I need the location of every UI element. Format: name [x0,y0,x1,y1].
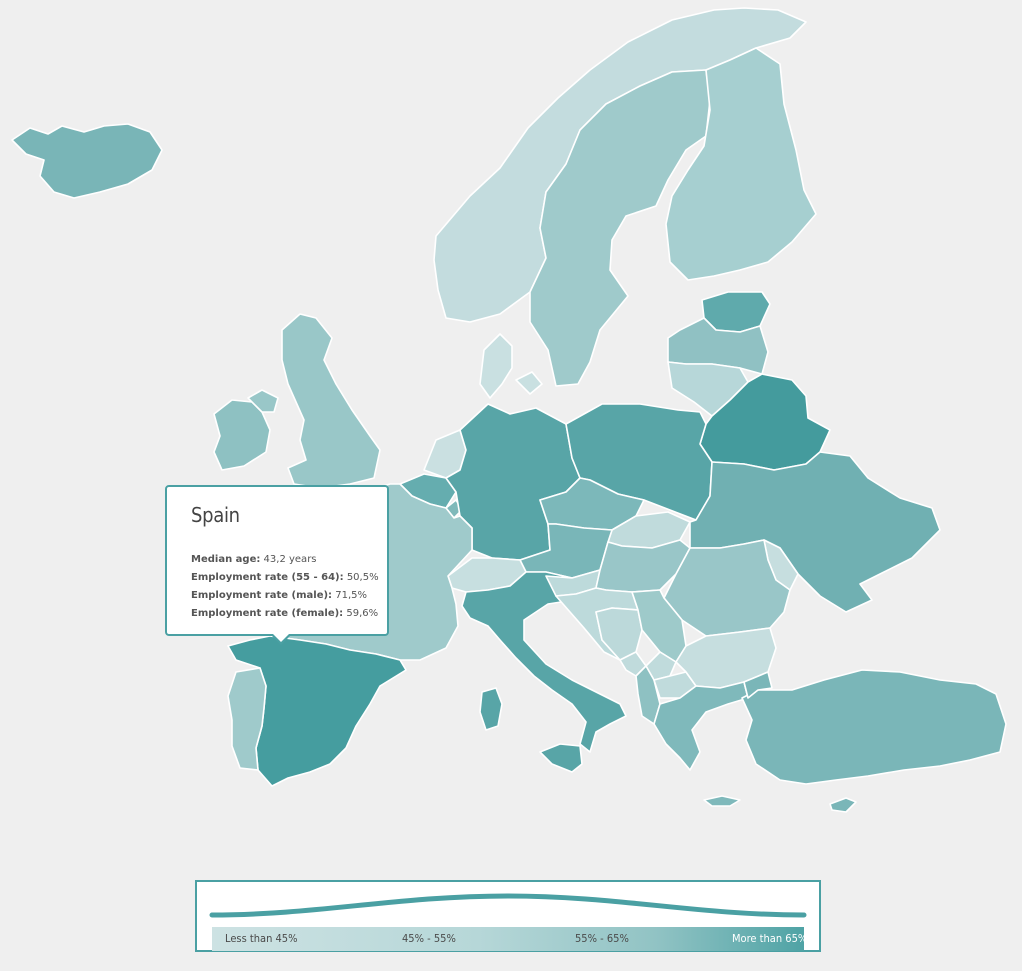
country-cyprus[interactable] [829,797,857,813]
legend-label-mid-low: 45% - 55% [402,932,456,945]
tooltip-row-label: Employment rate (male): [191,590,333,601]
legend-distribution-curve [209,893,807,918]
country-italy-sardinia[interactable] [479,687,503,731]
country-italy[interactable] [461,571,627,753]
tooltip-arrow-inner [273,634,289,642]
legend-label-low: Less than 45% [225,932,298,945]
tooltip-row-employment-male: Employment rate (male): 71,5% [191,587,379,605]
country-italy-sicily[interactable] [539,743,583,773]
legend-curve-line [209,893,807,918]
tooltip-row-employment-55-64: Employment rate (55 - 64): 50,5% [191,569,379,587]
legend-gradient-bar [212,927,804,951]
country-portugal[interactable] [227,667,267,771]
tooltip-row-value: 59,6% [346,608,379,619]
tooltip-row-label: Employment rate (55 - 64): [191,572,344,583]
country-greece-crete[interactable] [703,795,741,807]
country-iceland[interactable] [11,123,163,199]
tooltip-row-value: 50,5% [346,572,379,583]
tooltip-row-employment-female: Employment rate (female): 59,6% [191,605,379,623]
legend-label-high: More than 65% [732,932,808,945]
country-denmark[interactable] [479,333,513,399]
country-northern-ireland[interactable] [247,389,279,413]
country-romania[interactable] [663,539,791,637]
tooltip-row-value: 43,2 years [263,554,317,565]
country-united-kingdom[interactable] [281,313,381,489]
country-turkey-thrace[interactable] [743,671,773,699]
country-turkey[interactable] [741,669,1007,785]
map-legend: Less than 45% 45% - 55% 55% - 65% More t… [195,880,821,952]
tooltip-rows: Median age: 43,2 years Employment rate (… [191,551,379,623]
tooltip-row-value: 71,5% [335,590,368,601]
country-finland[interactable] [665,47,817,281]
tooltip-title: Spain [191,503,240,527]
tooltip-row-label: Employment rate (female): [191,608,344,619]
country-bosnia[interactable] [595,607,643,661]
tooltip-row-label: Median age: [191,554,261,565]
country-greece[interactable] [653,681,749,771]
country-denmark-islands[interactable] [515,371,543,395]
legend-label-mid-high: 55% - 65% [575,932,629,945]
country-sweden[interactable] [529,69,711,387]
country-tooltip: Spain Median age: 43,2 years Employment … [165,485,389,645]
tooltip-row-median-age: Median age: 43,2 years [191,551,379,569]
country-ireland[interactable] [213,399,271,471]
